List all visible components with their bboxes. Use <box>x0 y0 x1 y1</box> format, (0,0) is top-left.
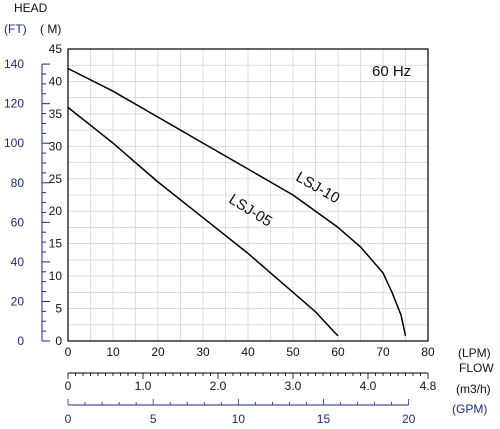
y-tick-label-ft: 0 <box>17 334 24 348</box>
x-tick-label-lpm: 30 <box>196 345 210 359</box>
gpm-unit: (GPM) <box>452 402 487 416</box>
x-tick-label-m3h: 1.0 <box>135 379 152 393</box>
x-tick-label-gpm: 15 <box>317 412 331 426</box>
curve-labels: LSJ-05 LSJ-10 <box>226 169 343 231</box>
y-tick-label-ft: 80 <box>11 176 25 190</box>
y-tick-label-m: 40 <box>49 74 63 88</box>
x-tick-label-lpm: 40 <box>241 345 255 359</box>
x-tick-label-lpm: 20 <box>151 345 165 359</box>
x-tick-label-lpm: 0 <box>65 345 72 359</box>
flow-label: FLOW <box>459 361 494 375</box>
x-tick-label-m3h: 3.0 <box>285 379 302 393</box>
x-axis-lpm: 0 10 20 30 40 50 60 70 80 <box>65 345 435 359</box>
head-label: HEAD <box>14 1 48 15</box>
y-tick-label-m: 0 <box>55 334 62 348</box>
y-tick-label-m: 35 <box>49 107 63 121</box>
y-tick-label-m: 25 <box>49 172 63 186</box>
x-tick-label-m3h: 2.0 <box>210 379 227 393</box>
y-axis-ft: 140 120 100 80 60 40 20 0 <box>4 57 50 348</box>
x-tick-label-lpm: 80 <box>421 345 435 359</box>
x-tick-label-m3h: 4.8 <box>420 379 437 393</box>
m3h-unit: (m3/h) <box>456 382 491 396</box>
x-tick-label-lpm: 70 <box>376 345 390 359</box>
x-tick-label-gpm: 5 <box>150 412 157 426</box>
y-tick-label-ft: 120 <box>4 97 24 111</box>
y-axis-m: 45 40 35 30 25 20 15 10 5 0 <box>49 42 63 348</box>
y-tick-label-ft: 40 <box>11 255 25 269</box>
y-tick-label-m: 30 <box>49 139 63 153</box>
x-axis-gpm: 0 5 10 15 20 <box>65 399 416 426</box>
y-tick-label-m: 10 <box>49 269 63 283</box>
x-tick-label-lpm: 60 <box>331 345 345 359</box>
curve-lsj-10 <box>67 67 407 336</box>
curve-label-lsj-10: LSJ-10 <box>293 169 343 207</box>
curves <box>67 67 407 337</box>
y-tick-label-ft: 100 <box>4 136 24 150</box>
x-tick-label-m3h: 4.0 <box>360 379 377 393</box>
grid <box>68 49 428 341</box>
curve-label-lsj-05: LSJ-05 <box>226 191 275 231</box>
y-tick-label-m: 5 <box>55 302 62 316</box>
plot-frame <box>67 48 429 342</box>
curve-lsj-05 <box>67 106 339 337</box>
y-tick-label-m: 45 <box>49 42 63 56</box>
y-unit-ft: (FT) <box>4 22 27 36</box>
lpm-unit: (LPM) <box>458 346 491 360</box>
y-tick-label-m: 15 <box>49 237 63 251</box>
x-tick-label-gpm: 10 <box>232 412 246 426</box>
x-tick-label-lpm: 10 <box>106 345 120 359</box>
frequency-annotation: 60 Hz <box>372 63 411 80</box>
x-tick-label-m3h: 0 <box>65 379 72 393</box>
x-tick-label-gpm: 20 <box>402 412 416 426</box>
y-tick-label-ft: 60 <box>11 215 25 229</box>
x-tick-label-lpm: 50 <box>286 345 300 359</box>
y-unit-m: ( M) <box>40 22 61 36</box>
x-axis-m3h: 0 1.0 2.0 3.0 4.0 4.8 <box>65 372 437 393</box>
x-tick-label-gpm: 0 <box>65 412 72 426</box>
y-tick-label-m: 20 <box>49 204 63 218</box>
y-tick-label-ft: 20 <box>11 294 25 308</box>
y-tick-label-ft: 140 <box>4 57 24 71</box>
